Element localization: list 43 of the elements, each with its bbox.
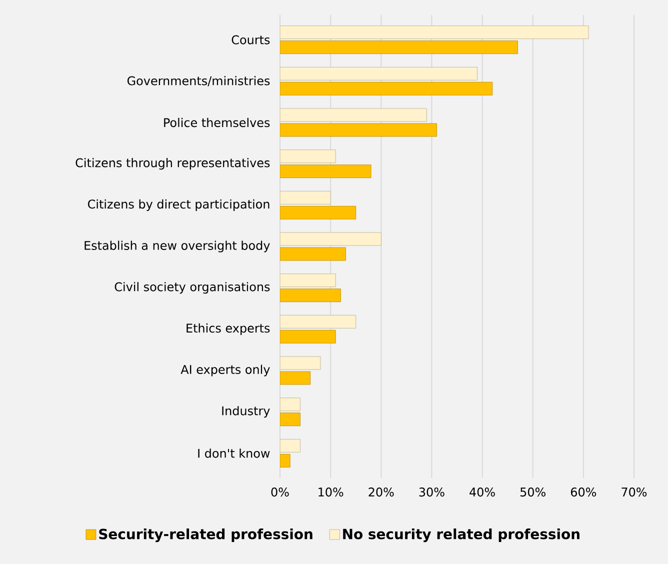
bar [280, 454, 290, 468]
y-tick-label: Establish a new oversight body [84, 240, 270, 252]
x-tick-label: 0% [271, 488, 289, 497]
y-tick-label: Citizens through representatives [76, 158, 270, 170]
y-tick-label: Ethics experts [186, 323, 270, 335]
x-tick-label: 50% [520, 488, 546, 497]
y-tick-label: Courts [232, 35, 270, 44]
bar [280, 164, 372, 178]
y-tick-label: Industry [222, 406, 270, 418]
bar [280, 206, 356, 220]
x-tick-label: 60% [570, 488, 596, 497]
bar [280, 356, 321, 370]
y-tick-label: Citizens by direct participation [88, 199, 270, 211]
bar [280, 247, 346, 261]
bar [280, 123, 437, 137]
x-tick-label: 20% [368, 488, 394, 497]
bar [280, 26, 589, 40]
y-tick-label: Police themselves [164, 118, 270, 128]
bar [280, 330, 336, 344]
bar [280, 371, 311, 385]
bar [280, 398, 300, 412]
bar [280, 150, 336, 164]
bar [280, 190, 331, 204]
bar [280, 274, 336, 288]
y-tick-label: Governments/ministries [127, 76, 270, 86]
bar [280, 82, 493, 96]
bar [280, 108, 427, 122]
legend-label: No security related profession [343, 528, 580, 542]
x-tick-label: 30% [419, 488, 444, 497]
bar [280, 40, 518, 54]
x-tick-label: 10% [318, 488, 344, 497]
legend-label: Security-related profession [99, 528, 312, 542]
x-tick-label: 40% [470, 488, 495, 497]
bar [280, 412, 300, 426]
bar [280, 439, 300, 452]
bar [280, 232, 382, 246]
y-tick-label: AI experts only [180, 364, 270, 376]
bar [280, 314, 356, 328]
bar [280, 288, 341, 302]
bar [280, 66, 478, 80]
x-tick-label: 70% [622, 488, 647, 497]
y-tick-label: I don't know [198, 448, 270, 458]
y-tick-label: Civil society organisations [114, 282, 270, 294]
